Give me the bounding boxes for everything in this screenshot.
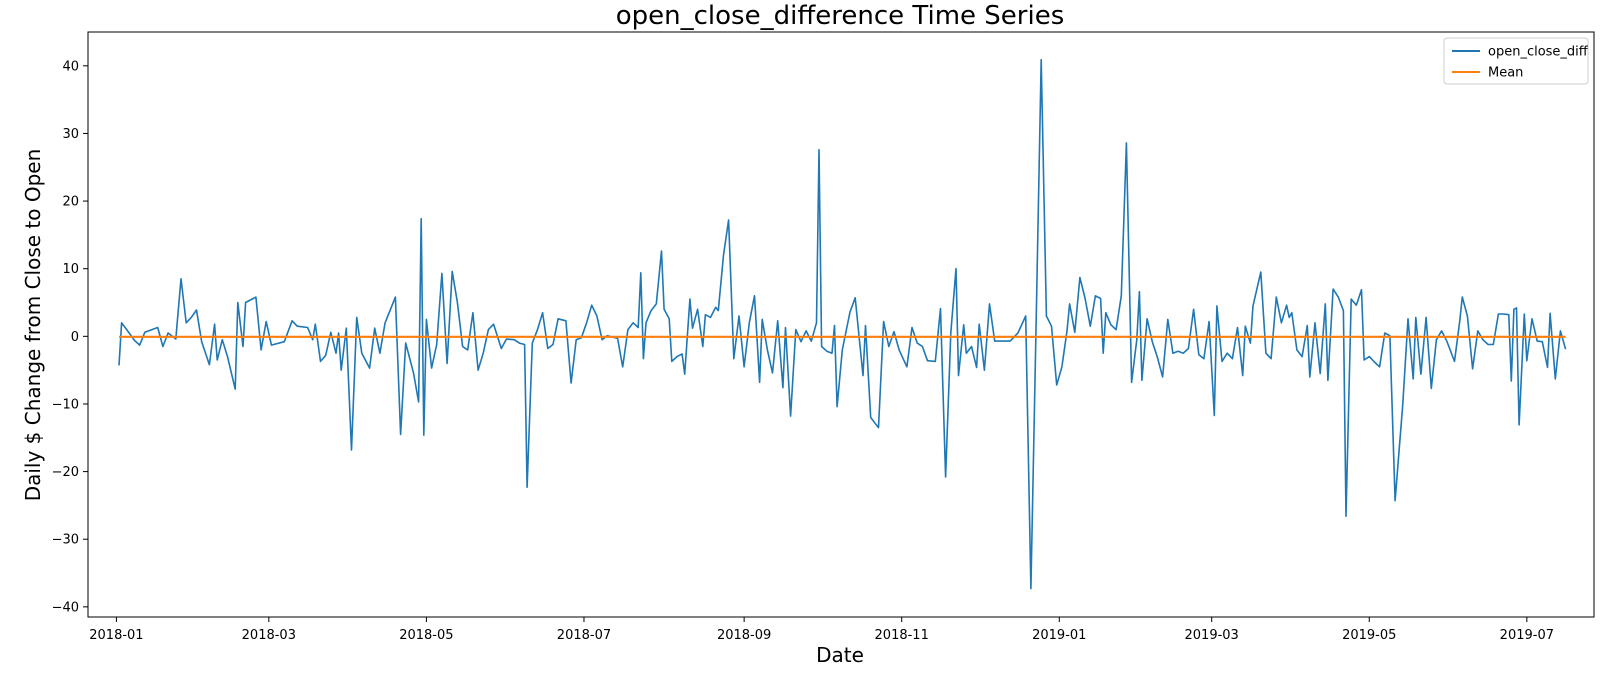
series-line-0 bbox=[118, 58, 1567, 590]
y-tick-label-3: −10 bbox=[52, 397, 79, 412]
y-tick-label-7: 30 bbox=[62, 127, 79, 142]
y-tick-label-6: 20 bbox=[62, 195, 79, 210]
y-tick-label-5: 10 bbox=[62, 262, 79, 277]
x-axis-label: Date bbox=[816, 643, 864, 667]
y-tick-label-8: 40 bbox=[62, 59, 79, 74]
legend: open_close_diff Mean bbox=[1443, 37, 1589, 85]
y-tick-label-4: 0 bbox=[71, 330, 79, 345]
y-tick-label-1: −30 bbox=[52, 533, 79, 548]
x-tick-label-4: 2018-09 bbox=[717, 628, 771, 643]
x-tick-label-9: 2019-07 bbox=[1500, 628, 1554, 643]
legend-label-1: Mean bbox=[1488, 66, 1523, 81]
x-tick-label-5: 2018-11 bbox=[875, 628, 929, 643]
x-tick-label-3: 2018-07 bbox=[557, 628, 611, 643]
y-tick-label-2: −20 bbox=[52, 465, 79, 480]
x-tick-label-2: 2018-05 bbox=[399, 628, 453, 643]
plot-frame bbox=[87, 31, 1595, 618]
x-tick-label-8: 2019-05 bbox=[1342, 628, 1396, 643]
x-tick-label-0: 2018-01 bbox=[89, 628, 143, 643]
x-tick-label-6: 2019-01 bbox=[1032, 628, 1086, 643]
x-tick-label-7: 2019-03 bbox=[1185, 628, 1239, 643]
y-axis-label: Daily $ Change from Close to Open bbox=[21, 149, 45, 502]
plot-area: 2018-01 2018-03 2018-05 2018-07 2018-09 2018-… bbox=[52, 31, 1595, 643]
legend-label-0: open_close_diff bbox=[1488, 45, 1589, 60]
x-tick-label-1: 2018-03 bbox=[242, 628, 296, 643]
chart-title: open_close_difference Time Series bbox=[616, 1, 1065, 31]
y-tick-label-0: −40 bbox=[52, 600, 79, 615]
